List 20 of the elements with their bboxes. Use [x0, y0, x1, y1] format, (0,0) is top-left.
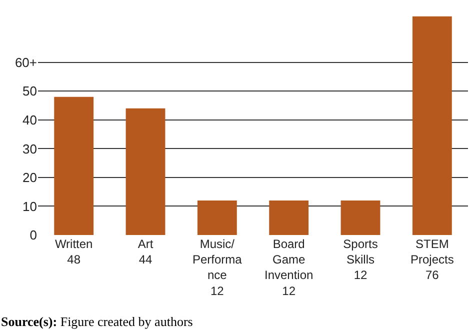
bar — [126, 108, 166, 235]
bar — [54, 96, 94, 235]
y-tick-label: 20 — [22, 170, 37, 186]
bar — [269, 200, 309, 235]
y-tick-label: 30 — [22, 141, 37, 156]
x-tick-label: Board Game Invention 12 — [264, 237, 314, 298]
x-tick-label: Art 44 — [138, 237, 154, 267]
x-tick-label: STEM Projects 76 — [410, 237, 454, 282]
source-note: Source(s): Figure created by authors — [1, 314, 193, 329]
y-tick-label: 60+ — [14, 54, 37, 70]
x-tick-label: Written 48 — [54, 237, 93, 267]
y-tick-label: 10 — [22, 198, 37, 214]
bar — [412, 16, 452, 235]
y-tick-label: 0 — [30, 228, 37, 243]
x-tick-label: Music/ Performa nce 12 — [192, 237, 242, 298]
y-tick-label: 50 — [22, 84, 37, 99]
bar — [340, 200, 380, 235]
x-tick-label: Sports Skills 12 — [343, 237, 378, 282]
bar — [197, 200, 237, 235]
y-tick-label: 40 — [22, 112, 37, 128]
